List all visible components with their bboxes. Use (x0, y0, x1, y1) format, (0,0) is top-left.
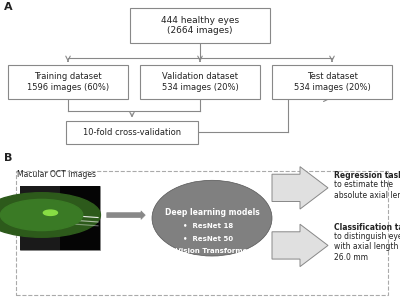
Text: to distinguish eyes
with axial length ≥
26.0 mm: to distinguish eyes with axial length ≥ … (334, 232, 400, 261)
Text: Regression task:: Regression task: (334, 171, 400, 180)
FancyBboxPatch shape (20, 186, 60, 250)
Text: Macular OCT images: Macular OCT images (16, 170, 96, 179)
Text: 10-fold cross-validation: 10-fold cross-validation (83, 128, 181, 137)
Text: to estimate the
absolute axial length: to estimate the absolute axial length (334, 180, 400, 200)
Text: •  Vision Transformer: • Vision Transformer (166, 248, 250, 255)
FancyBboxPatch shape (140, 65, 260, 99)
Text: A: A (4, 2, 13, 12)
FancyBboxPatch shape (66, 121, 198, 144)
Circle shape (43, 210, 58, 215)
Text: B: B (4, 153, 12, 163)
Text: Deep learning models: Deep learning models (165, 208, 259, 217)
FancyBboxPatch shape (20, 186, 100, 250)
Ellipse shape (152, 180, 272, 256)
Text: Validation dataset
534 images (20%): Validation dataset 534 images (20%) (162, 72, 238, 92)
Polygon shape (272, 167, 328, 209)
Text: •  ResNet 18: • ResNet 18 (183, 223, 233, 229)
Text: •  ResNet 50: • ResNet 50 (183, 236, 233, 241)
Text: Test dataset
534 images (20%): Test dataset 534 images (20%) (294, 72, 370, 92)
Polygon shape (272, 224, 328, 267)
Circle shape (0, 199, 83, 231)
FancyBboxPatch shape (272, 65, 392, 99)
FancyBboxPatch shape (60, 186, 100, 250)
Text: Training dataset
1596 images (60%): Training dataset 1596 images (60%) (27, 72, 109, 92)
FancyBboxPatch shape (130, 8, 270, 42)
Circle shape (0, 193, 100, 237)
FancyBboxPatch shape (8, 65, 128, 99)
Text: 444 healthy eyes
(2664 images): 444 healthy eyes (2664 images) (161, 15, 239, 35)
Text: Classification task:: Classification task: (334, 223, 400, 232)
